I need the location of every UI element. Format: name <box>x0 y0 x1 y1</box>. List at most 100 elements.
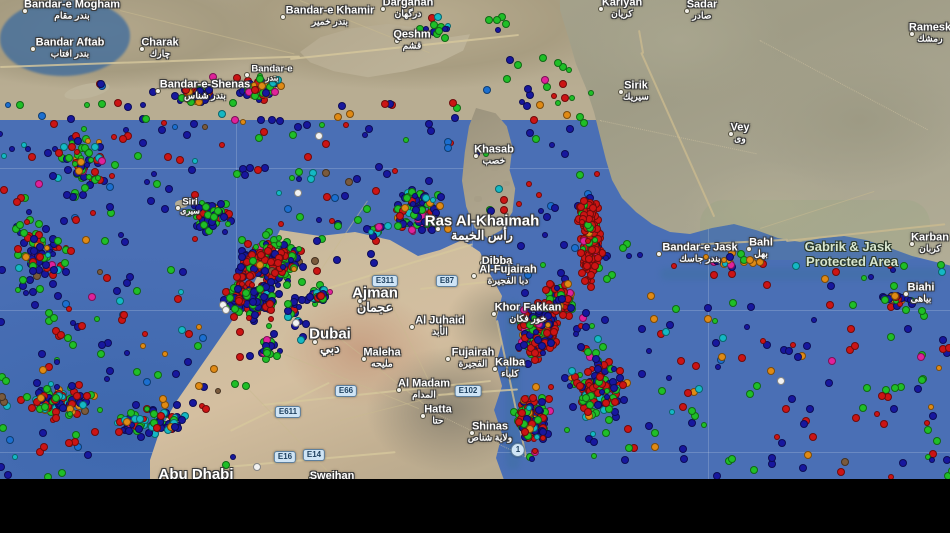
vessel-dot <box>374 223 383 232</box>
vessel-dot <box>142 114 151 123</box>
vessel-dot <box>426 126 435 135</box>
vessel-dot <box>295 212 304 221</box>
vessel-dot <box>943 456 950 465</box>
vessel-dot <box>87 293 96 302</box>
vessel-dot <box>177 93 186 102</box>
vessel-dot <box>429 197 436 204</box>
city-point-marker <box>490 311 497 317</box>
vessel-dot <box>35 243 44 251</box>
vessel-dot <box>50 265 58 274</box>
island-musandam-small <box>490 165 499 171</box>
vessel-dot <box>230 379 239 388</box>
vessel-dot <box>265 322 272 329</box>
vessel-dot <box>907 296 913 303</box>
vessel-dot <box>306 174 315 183</box>
vessel-dot <box>560 240 569 249</box>
vessel-dot <box>61 267 70 276</box>
vessel-dot <box>243 239 252 248</box>
vessel-dot <box>809 432 818 441</box>
vessel-dot <box>219 142 226 149</box>
vessel-dot <box>235 296 243 305</box>
vessel-dot <box>123 417 132 426</box>
vessel-dot <box>172 369 180 378</box>
vessel-dot <box>650 315 659 324</box>
vessel-dot <box>54 358 61 365</box>
vessel-dot <box>623 424 632 433</box>
vessel-dot <box>257 115 266 124</box>
vessel-dot <box>411 206 420 215</box>
vessel-dot <box>120 237 129 246</box>
vessel-dot <box>142 331 149 338</box>
vessel-dot <box>550 93 557 100</box>
vessel-dot <box>880 296 889 304</box>
vessel-dot <box>603 274 611 283</box>
vessel-dot <box>621 455 630 464</box>
vessel-dot <box>860 275 867 282</box>
vessel-dot <box>515 200 522 207</box>
vessel-dot <box>175 155 184 164</box>
vessel-dot <box>695 384 703 393</box>
vessel-dot <box>590 437 598 446</box>
vessel-dot <box>69 341 78 350</box>
vessel-dot <box>25 145 31 152</box>
vessel-dot <box>275 116 284 125</box>
vessel-dot <box>284 204 293 213</box>
vessel-dot <box>191 158 198 165</box>
vessel-dot <box>229 98 238 107</box>
vessel-dot <box>448 98 457 107</box>
vessel-dot <box>63 165 72 174</box>
vessel-dot <box>63 190 72 199</box>
vessel-dot <box>246 315 253 322</box>
vessel-dot <box>712 318 718 325</box>
vessel-dot <box>78 322 87 330</box>
vessel-dot <box>672 304 681 313</box>
vessel-dot <box>645 421 654 430</box>
vessel-dot <box>288 174 295 181</box>
vessel-dot <box>581 393 590 402</box>
vessel-dot <box>45 308 54 317</box>
vessel-dot <box>76 157 85 166</box>
vessel-dot <box>312 237 321 245</box>
vessel-dot <box>535 191 542 198</box>
vessel-dot <box>538 53 547 62</box>
vessel-dot <box>231 116 240 125</box>
vessel-dot <box>140 101 147 108</box>
vessel-dot <box>901 306 910 315</box>
vessel-dot <box>557 295 566 304</box>
vessel-dot <box>54 291 63 300</box>
vessel-dot <box>539 262 546 268</box>
vessel-dot <box>877 391 886 400</box>
vessel-dot <box>935 365 942 372</box>
vessel-dot <box>582 308 591 317</box>
vessel-dot <box>704 315 713 324</box>
vessel-dot <box>294 123 303 131</box>
vessel-dot <box>494 26 501 33</box>
vessel-dot <box>120 310 129 319</box>
vessel-dot <box>104 376 111 383</box>
vessel-dot <box>72 216 81 225</box>
vessel-dot <box>44 149 53 158</box>
vessel-dot <box>44 472 52 479</box>
vessel-dot <box>745 256 754 265</box>
vessel-dot <box>603 387 610 394</box>
vessel-dot <box>774 434 780 441</box>
vessel-dot <box>759 337 766 344</box>
vessel-dot <box>484 15 493 24</box>
vessel-dot <box>312 267 321 276</box>
vessel-dot <box>61 258 70 267</box>
vessel-dot <box>19 228 28 237</box>
vessel-dot <box>443 224 452 233</box>
vessel-dot <box>132 287 141 296</box>
vessel-dot <box>887 262 894 269</box>
vessel-dot <box>717 352 726 361</box>
vessel-dot <box>97 269 104 276</box>
vessel-dot <box>113 287 121 296</box>
vessel-dot <box>933 437 942 446</box>
vessel-dot <box>165 185 174 193</box>
vessel-dot <box>531 447 538 454</box>
vessel-dot <box>0 392 6 401</box>
vessel-dot <box>5 435 14 444</box>
map-canvas[interactable]: Bandar-e Mogham بندر مقام Bandar Aftab بندر… <box>0 0 950 479</box>
vessel-dot <box>50 120 59 128</box>
